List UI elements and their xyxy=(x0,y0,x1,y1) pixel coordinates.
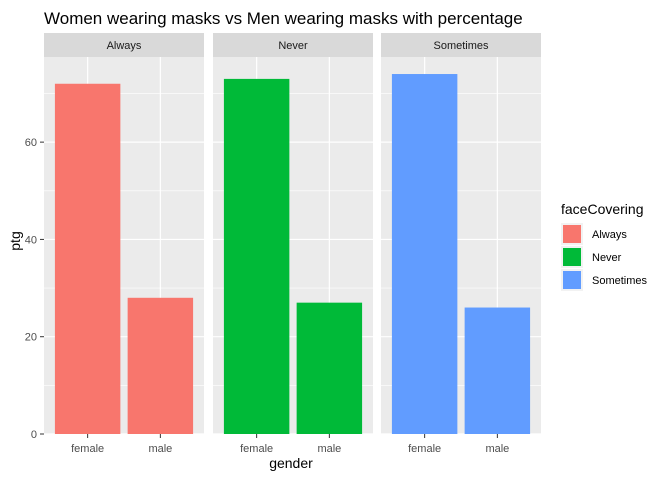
legend-title: faceCovering xyxy=(561,201,644,217)
legend-swatch xyxy=(563,248,581,266)
legend-entry-always: Always xyxy=(561,223,627,245)
bar-never-female xyxy=(223,78,290,434)
bar-always-female xyxy=(54,83,121,435)
legend-swatch xyxy=(563,225,581,243)
facet-strip-label: Always xyxy=(107,40,142,52)
facet-panel-sometimes: Sometimes female male xyxy=(381,33,541,455)
y-tick-label: 20 xyxy=(25,332,37,344)
x-axis-label: gender xyxy=(269,455,313,471)
x-tick-label: male xyxy=(317,443,341,455)
x-tick-label: female xyxy=(408,443,441,455)
bar-never-male xyxy=(296,302,363,434)
facet-panel-always: Always female male xyxy=(44,33,204,455)
y-tick-label: 0 xyxy=(31,429,37,441)
facet-strip-label: Never xyxy=(278,40,308,52)
facet-strip xyxy=(44,33,204,57)
legend-entry-never: Never xyxy=(561,246,622,268)
facet-panel-never: Never female male xyxy=(213,33,373,455)
x-tick-label: male xyxy=(148,443,172,455)
bar-always-male xyxy=(127,297,194,434)
legend-label: Never xyxy=(592,252,622,264)
x-tick-label: male xyxy=(485,443,509,455)
facet-strip xyxy=(381,33,541,57)
x-tick-label: female xyxy=(71,443,104,455)
facet-strip-label: Sometimes xyxy=(433,40,489,52)
legend-entry-sometimes: Sometimes xyxy=(561,269,648,291)
bar-sometimes-female xyxy=(391,74,458,434)
facet-strip xyxy=(213,33,373,57)
legend: faceCovering Always Never Sometimes xyxy=(561,201,648,291)
y-axis-label: ptg xyxy=(7,231,23,250)
x-tick-label: female xyxy=(240,443,273,455)
y-tick-label: 60 xyxy=(25,137,37,149)
chart-title: Women wearing masks vs Men wearing masks… xyxy=(44,9,523,28)
legend-swatch xyxy=(563,271,581,289)
y-tick-label: 40 xyxy=(25,234,37,246)
legend-label: Sometimes xyxy=(592,275,648,287)
bar-sometimes-male xyxy=(464,307,531,434)
legend-label: Always xyxy=(592,229,627,241)
